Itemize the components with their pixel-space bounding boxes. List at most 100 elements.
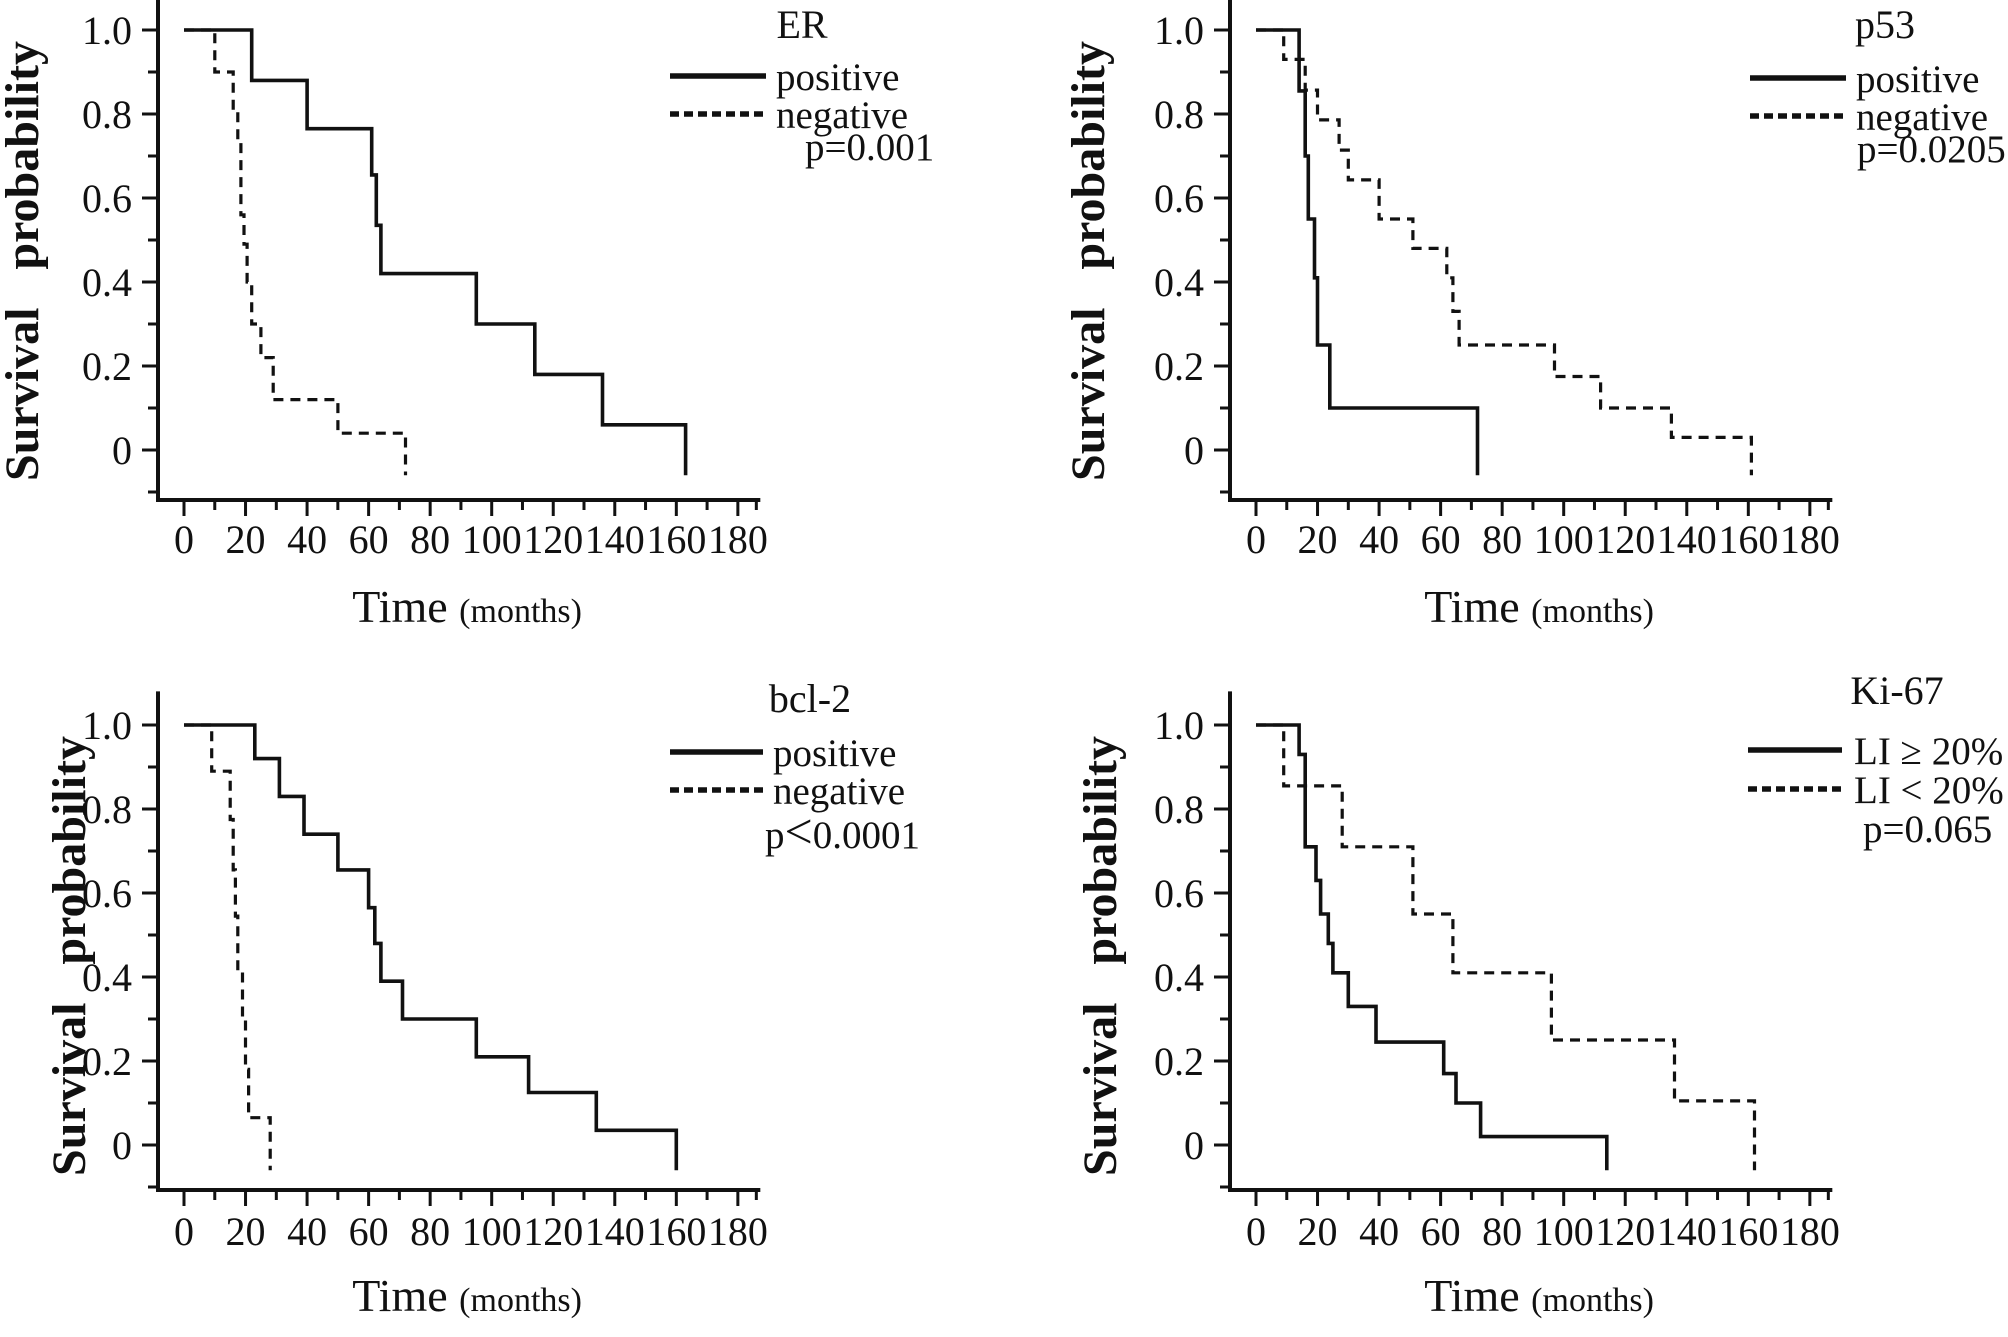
- chart-canvas-Ki-67: 1.0 0.8 0.6 0.4 0.2 00 20 40 60 80 100 120 140 160 180…: [1074, 668, 2004, 1321]
- chart-cell-er: 1.0 0.8 0.6 0.4 0.2 0 0 20 40 60 80 100 120 140 160 180…: [0, 0, 1004, 660]
- tick-marks: [1214, 28, 1830, 516]
- tick-marks: [142, 28, 758, 516]
- km-curve-li-20-: [1256, 723, 1757, 1171]
- km-curve-positive: [184, 28, 688, 476]
- x-axis-title: Time (months): [352, 1270, 582, 1321]
- svg-text:40: 40: [287, 1209, 327, 1254]
- svg-text:0: 0: [1246, 517, 1266, 562]
- axes: [1228, 0, 1833, 502]
- svg-text:0.8: 0.8: [1154, 787, 1204, 832]
- tick-marks: [1214, 723, 1830, 1206]
- svg-text:100: 100: [1534, 517, 1594, 562]
- svg-text:40: 40: [287, 517, 327, 562]
- svg-text:160: 160: [646, 1209, 706, 1254]
- svg-text:0: 0: [174, 517, 194, 562]
- svg-text:1.0: 1.0: [1154, 703, 1204, 748]
- svg-text:40: 40: [1359, 517, 1399, 562]
- svg-text:180: 180: [1780, 517, 1840, 562]
- svg-text:0: 0: [174, 1209, 194, 1254]
- svg-text:20: 20: [1298, 1209, 1338, 1254]
- legend-title: bcl-2: [769, 676, 851, 721]
- legend-series-label: negative: [1856, 96, 1988, 139]
- y-axis-title: Survival probability: [0, 41, 49, 481]
- svg-text:100: 100: [462, 517, 522, 562]
- svg-text:0.6: 0.6: [82, 176, 132, 221]
- chart-cell-bcl2: 1.0 0.8 0.6 0.4 0.2 0 0 20 40 60 80 100 120 140 160 180…: [0, 660, 1004, 1337]
- p-value-label: p=0.001: [805, 126, 934, 169]
- svg-text:20: 20: [226, 1209, 266, 1254]
- y-axis-title: Survival probability: [1062, 41, 1115, 481]
- svg-text:80: 80: [1482, 1209, 1522, 1254]
- axes: [156, 691, 761, 1192]
- km-curve-li-20-: [1256, 723, 1609, 1171]
- svg-text:0.2: 0.2: [1154, 1039, 1204, 1084]
- axes: [1228, 691, 1833, 1192]
- tick-labels: 1.0 0.8 0.6 0.4 0.2 00 20 40 60 80 100 120 140 160 180: [1154, 8, 1840, 562]
- svg-text:0: 0: [112, 1123, 132, 1168]
- legend-title: ER: [776, 2, 827, 47]
- tick-labels: 1.0 0.8 0.6 0.4 0.2 00 20 40 60 80 100 120 140 160 180: [82, 8, 768, 562]
- tick-labels: 1.0 0.8 0.6 0.4 0.2 00 20 40 60 80 100 120 140 160 180: [82, 703, 768, 1254]
- svg-text:0.2: 0.2: [1154, 344, 1204, 389]
- svg-text:180: 180: [708, 517, 768, 562]
- legend-series-label: positive: [773, 732, 897, 775]
- svg-text:60: 60: [1421, 1209, 1461, 1254]
- svg-text:80: 80: [1482, 517, 1522, 562]
- legend-title: Ki-67: [1850, 668, 1943, 713]
- svg-text:80: 80: [410, 517, 450, 562]
- svg-text:0.4: 0.4: [82, 955, 132, 1000]
- legend-series-label: positive: [776, 56, 900, 99]
- axes: [156, 0, 761, 502]
- svg-text:0.8: 0.8: [82, 787, 132, 832]
- svg-text:160: 160: [1718, 517, 1778, 562]
- svg-text:0.4: 0.4: [1154, 955, 1204, 1000]
- svg-text:60: 60: [349, 1209, 389, 1254]
- svg-text:100: 100: [462, 1209, 522, 1254]
- p-value-label: p=0.065: [1863, 808, 1992, 851]
- svg-text:140: 140: [585, 517, 645, 562]
- svg-text:80: 80: [410, 1209, 450, 1254]
- legend-title: p53: [1855, 2, 1915, 47]
- km-curve-positive: [1256, 28, 1480, 476]
- svg-text:180: 180: [708, 1209, 768, 1254]
- svg-text:140: 140: [1657, 517, 1717, 562]
- svg-text:140: 140: [585, 1209, 645, 1254]
- legend-series-label: LI ≥ 20%: [1854, 730, 2003, 773]
- km-curve-negative: [1256, 28, 1753, 476]
- y-axis-title: Survival probability: [43, 736, 96, 1176]
- svg-text:0.2: 0.2: [82, 1039, 132, 1084]
- legend: Ki-67 LI ≥ 20%LI < 20%p=0.065: [1748, 668, 2004, 851]
- svg-text:160: 160: [1718, 1209, 1778, 1254]
- chart-canvas-ER: 1.0 0.8 0.6 0.4 0.2 00 20 40 60 80 100 120 140 160 180…: [0, 0, 934, 632]
- svg-text:1.0: 1.0: [1154, 8, 1204, 53]
- svg-text:0.4: 0.4: [82, 260, 132, 305]
- svg-text:0.8: 0.8: [82, 92, 132, 137]
- svg-text:180: 180: [1780, 1209, 1840, 1254]
- svg-text:60: 60: [1421, 517, 1461, 562]
- chart-canvas-p53: 1.0 0.8 0.6 0.4 0.2 00 20 40 60 80 100 120 140 160 180…: [1062, 0, 2006, 632]
- y-axis-title: Survival probability: [1074, 736, 1127, 1176]
- svg-text:0.8: 0.8: [1154, 92, 1204, 137]
- legend-series-label: negative: [773, 770, 905, 813]
- chart-canvas-bcl-2: 1.0 0.8 0.6 0.4 0.2 00 20 40 60 80 100 120 140 160 180…: [43, 676, 920, 1321]
- svg-text:160: 160: [646, 517, 706, 562]
- svg-text:20: 20: [226, 517, 266, 562]
- tick-labels: 1.0 0.8 0.6 0.4 0.2 00 20 40 60 80 100 120 140 160 180: [1154, 703, 1840, 1254]
- svg-text:120: 120: [1595, 517, 1655, 562]
- km-curve-positive: [184, 723, 679, 1171]
- svg-text:120: 120: [523, 517, 583, 562]
- tick-marks: [142, 723, 758, 1206]
- p-value-label: p<0.0001: [765, 803, 920, 859]
- x-axis-title: Time (months): [1424, 1270, 1654, 1321]
- svg-text:1.0: 1.0: [82, 703, 132, 748]
- chart-cell-p53: 1.0 0.8 0.6 0.4 0.2 0 0 20 40 60 80 100 120 140 160 180…: [1004, 0, 2008, 660]
- km-curve-negative: [184, 28, 408, 476]
- svg-text:0: 0: [1246, 1209, 1266, 1254]
- svg-text:140: 140: [1657, 1209, 1717, 1254]
- svg-text:0: 0: [1184, 428, 1204, 473]
- svg-text:0.6: 0.6: [1154, 176, 1204, 221]
- svg-text:0.4: 0.4: [1154, 260, 1204, 305]
